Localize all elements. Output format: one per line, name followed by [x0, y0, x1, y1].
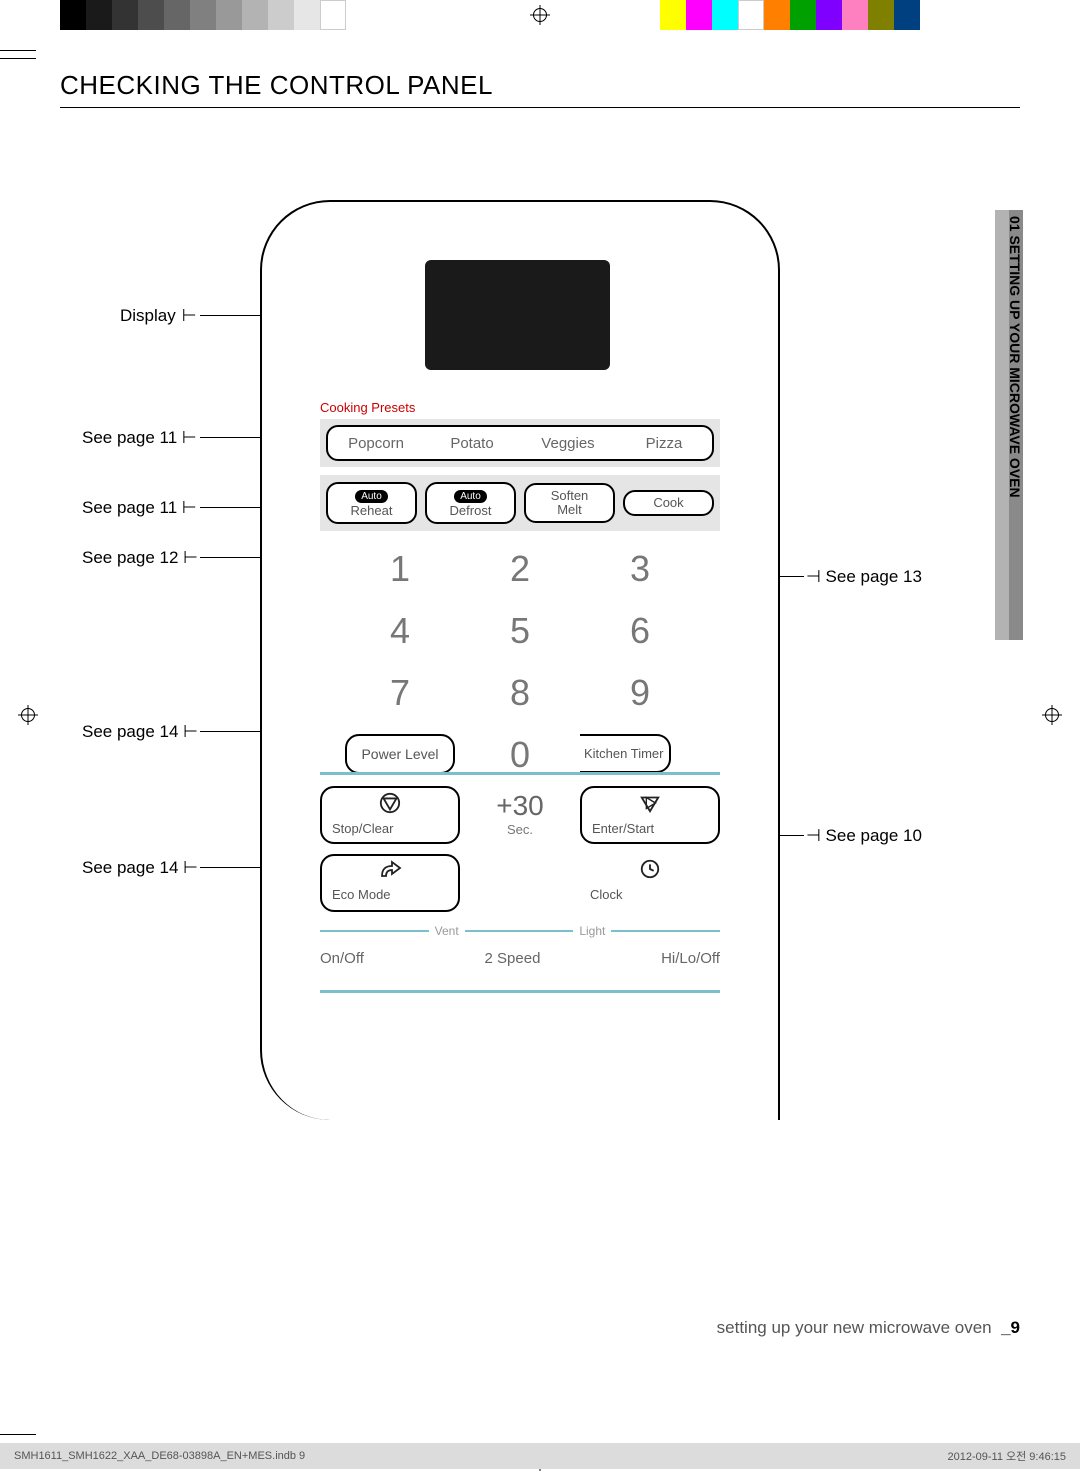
vent-light-row: On/Off 2 Speed Hi/Lo/Off — [320, 950, 720, 967]
preset-row-bar: Popcorn Potato Veggies Pizza — [320, 419, 720, 467]
key-4[interactable]: 4 — [340, 610, 460, 652]
cook-button[interactable]: Cook — [623, 490, 714, 516]
registration-crosshair-left — [18, 705, 38, 725]
cooking-presets-label: Cooking Presets — [320, 400, 720, 415]
section-tab: 01 SETTING UP YOUR MICROWAVE OVEN — [995, 210, 1023, 640]
numeric-keypad: 1 2 3 4 5 6 7 8 9 Power Level 0 Kitchen … — [340, 548, 700, 776]
key-2[interactable]: 2 — [460, 548, 580, 590]
preset-popcorn[interactable]: Popcorn — [328, 429, 424, 458]
callout-see-page-10: ⊣ See page 10 — [806, 826, 922, 846]
clock-icon — [590, 858, 710, 886]
light-hilooff[interactable]: Hi/Lo/Off — [661, 950, 720, 967]
key-1[interactable]: 1 — [340, 548, 460, 590]
auto-reheat-button[interactable]: AutoReheat — [326, 482, 417, 524]
running-footer: setting up your new microwave oven _9 — [717, 1318, 1020, 1338]
crop-mark — [0, 58, 36, 59]
vent-onoff[interactable]: On/Off — [320, 950, 364, 967]
crop-mark — [0, 50, 36, 51]
registration-bars-grayscale — [60, 0, 346, 35]
key-5[interactable]: 5 — [460, 610, 580, 652]
vent-light-divider: VentLight — [320, 924, 720, 938]
callout-display: Display⊢ — [120, 306, 197, 326]
clock-button[interactable]: Clock — [580, 854, 720, 912]
function-row-bar: AutoReheat AutoDefrost Soften Melt Cook — [320, 475, 720, 531]
callout-see-page-11b: See page 11 ⊢ — [82, 498, 197, 518]
vent-2speed[interactable]: 2 Speed — [485, 950, 541, 967]
registration-bars-color — [660, 0, 920, 35]
action-row-2: Eco Mode Clock — [320, 854, 720, 924]
divider-line — [320, 772, 720, 775]
callout-see-page-14b: See page 14 ⊢ — [82, 858, 198, 878]
key-9[interactable]: 9 — [580, 672, 700, 714]
enter-start-button[interactable]: Enter/Start — [580, 786, 720, 844]
power-level-button[interactable]: Power Level — [345, 734, 455, 774]
print-job-footer: SMH1611_SMH1622_XAA_DE68-03898A_EN+MES.i… — [0, 1443, 1080, 1469]
key-8[interactable]: 8 — [460, 672, 580, 714]
control-panel-diagram: Cooking Presets Popcorn Potato Veggies P… — [260, 200, 780, 1130]
auto-defrost-button[interactable]: AutoDefrost — [425, 482, 516, 524]
preset-pizza[interactable]: Pizza — [616, 429, 712, 458]
display-screen — [425, 260, 610, 370]
registration-crosshair-top — [530, 5, 550, 25]
key-0[interactable]: 0 — [460, 734, 580, 776]
divider-line-bottom — [320, 990, 720, 993]
registration-crosshair-right — [1042, 705, 1062, 725]
callout-see-page-11a: See page 11 ⊢ — [82, 428, 197, 448]
stop-clear-button[interactable]: Stop/Clear — [320, 786, 460, 844]
preset-potato[interactable]: Potato — [424, 429, 520, 458]
page-heading: CHECKING THE CONTROL PANEL — [60, 70, 1020, 108]
action-row-1: Stop/Clear +30 Sec. Enter/Start — [320, 786, 720, 856]
callout-see-page-13: ⊣ See page 13 — [806, 567, 922, 587]
callout-see-page-12: See page 12 ⊢ — [82, 548, 198, 568]
key-6[interactable]: 6 — [580, 610, 700, 652]
key-7[interactable]: 7 — [340, 672, 460, 714]
preset-veggies[interactable]: Veggies — [520, 429, 616, 458]
eco-icon — [332, 860, 448, 886]
key-3[interactable]: 3 — [580, 548, 700, 590]
callout-see-page-14a: See page 14 ⊢ — [82, 722, 198, 742]
kitchen-timer-button[interactable]: Kitchen Timer — [580, 734, 671, 773]
start-icon — [592, 792, 708, 820]
plus-30-sec-button[interactable]: +30 Sec. — [480, 786, 560, 844]
stop-icon — [332, 792, 448, 820]
eco-mode-button[interactable]: Eco Mode — [320, 854, 460, 912]
soften-melt-button[interactable]: Soften Melt — [524, 483, 615, 524]
crop-mark — [0, 1434, 36, 1435]
